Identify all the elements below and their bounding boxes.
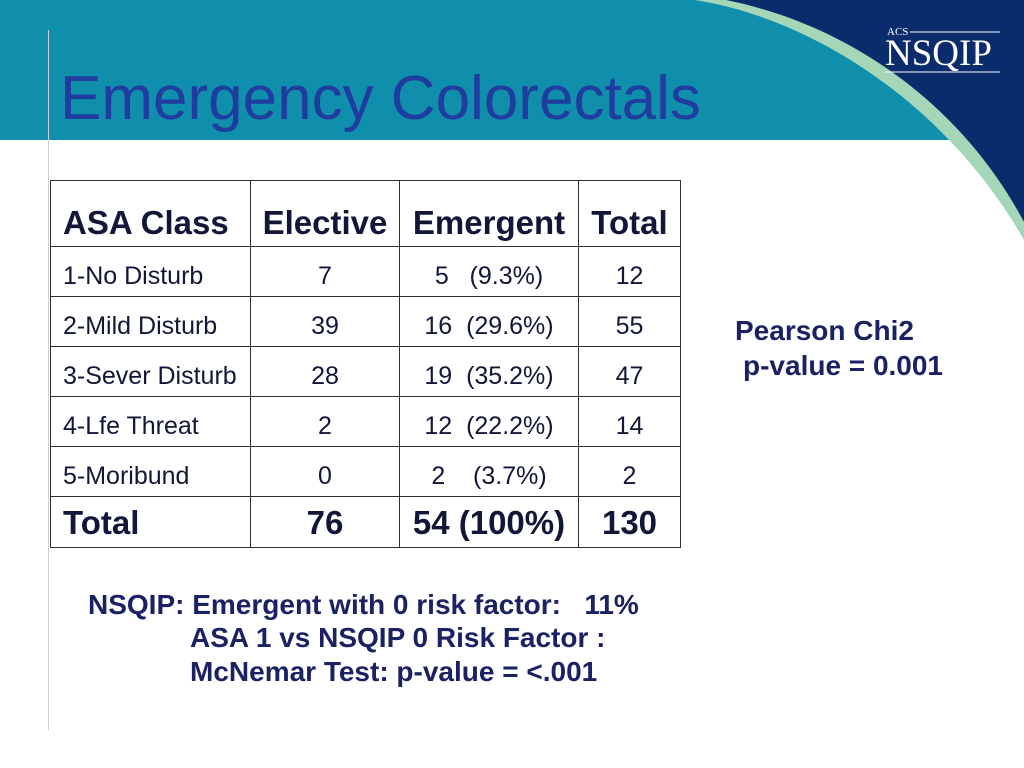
cell-emergent: 16 (29.6%) <box>399 296 579 347</box>
note-line-2: ASA 1 vs NSQIP 0 Risk Factor : <box>190 622 606 653</box>
cell-elective: 7 <box>250 246 400 297</box>
cell-emergent: 19 (35.2%) <box>399 346 579 397</box>
total-emergent: 54 (100%) <box>399 496 579 548</box>
table-header-row: ASA Class Elective Emergent Total <box>50 180 681 247</box>
cell-asa-class: 4-Lfe Threat <box>50 396 251 447</box>
cell-asa-class: 5-Moribund <box>50 446 251 497</box>
note-line-1: NSQIP: Emergent with 0 risk factor: 11% <box>88 589 639 620</box>
asa-class-table: ASA Class Elective Emergent Total 1-No D… <box>50 180 681 548</box>
cell-elective: 28 <box>250 346 400 397</box>
cell-asa-class: 2-Mild Disturb <box>50 296 251 347</box>
slide-title: Emergency Colorectals <box>60 64 701 133</box>
logo-name-text: NSQIP <box>885 33 992 74</box>
cell-total: 2 <box>578 446 681 497</box>
table-row: 3-Sever Disturb 28 19 (35.2%) 47 <box>50 346 681 397</box>
cell-asa-class: 1-No Disturb <box>50 246 251 297</box>
cell-asa-class: 3-Sever Disturb <box>50 346 251 397</box>
table-row: 5-Moribund 0 2 (3.7%) 2 <box>50 446 681 497</box>
table-row: 2-Mild Disturb 39 16 (29.6%) 55 <box>50 296 681 347</box>
header-elective: Elective <box>250 180 400 247</box>
stat-test-name: Pearson Chi2 <box>735 315 914 346</box>
cell-emergent: 5 (9.3%) <box>399 246 579 297</box>
total-elective: 76 <box>250 496 400 548</box>
cell-elective: 39 <box>250 296 400 347</box>
cell-emergent: 2 (3.7%) <box>399 446 579 497</box>
cell-elective: 2 <box>250 396 400 447</box>
total-label: Total <box>50 496 251 548</box>
nsqip-logo: ACS NSQIP <box>885 26 1000 74</box>
header-swoosh-navy <box>726 0 1024 222</box>
stat-p-value: p-value = 0.001 <box>743 350 944 381</box>
logo-org-text: ACS <box>887 26 908 38</box>
table-total-row: Total 76 54 (100%) 130 <box>50 496 681 548</box>
header-emergent: Emergent <box>399 180 579 247</box>
cell-elective: 0 <box>250 446 400 497</box>
table-row: 1-No Disturb 7 5 (9.3%) 12 <box>50 246 681 297</box>
header-asa-class: ASA Class <box>50 180 251 247</box>
cell-total: 12 <box>578 246 681 297</box>
total-overall: 130 <box>578 496 681 548</box>
cell-total: 55 <box>578 296 681 347</box>
cell-emergent: 12 (22.2%) <box>399 396 579 447</box>
cell-total: 14 <box>578 396 681 447</box>
cell-total: 47 <box>578 346 681 397</box>
header-total: Total <box>578 180 681 247</box>
table-row: 4-Lfe Threat 2 12 (22.2%) 14 <box>50 396 681 447</box>
note-line-3: McNemar Test: p-value = <.001 <box>190 656 598 687</box>
